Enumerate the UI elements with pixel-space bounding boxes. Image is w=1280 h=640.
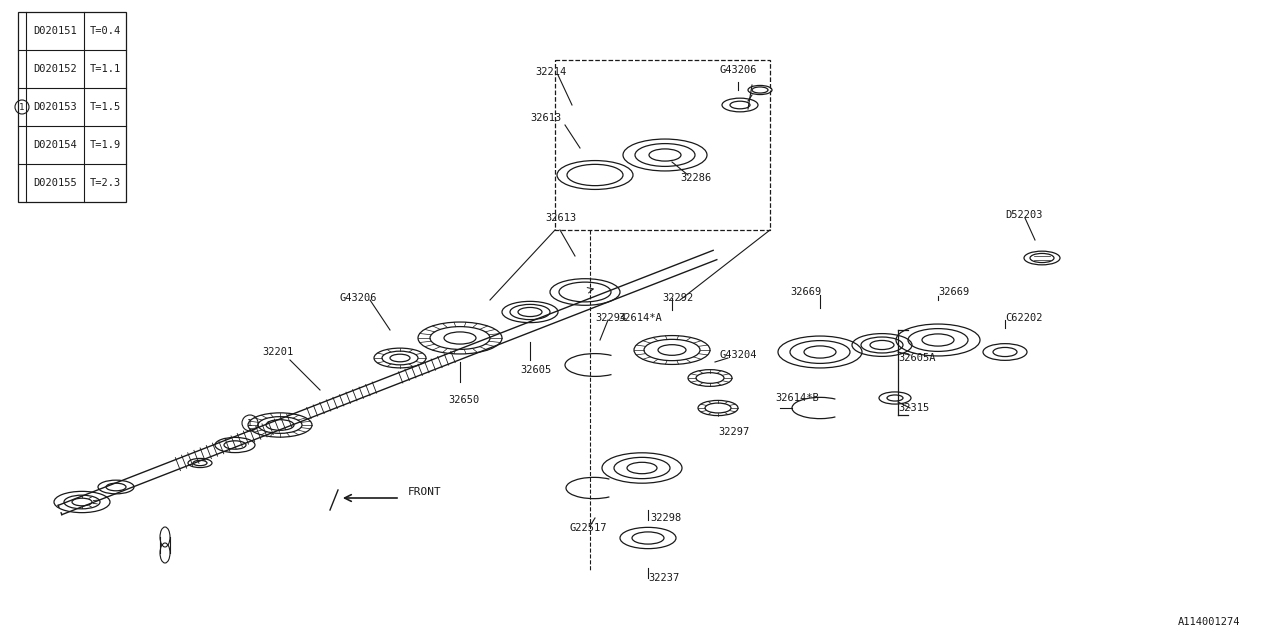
Text: T=0.4: T=0.4: [90, 26, 120, 36]
Text: 32605A: 32605A: [899, 353, 936, 363]
Text: T=2.3: T=2.3: [90, 178, 120, 188]
Text: 32669: 32669: [938, 287, 969, 297]
Text: 32286: 32286: [680, 173, 712, 183]
Text: 1: 1: [19, 102, 24, 111]
Text: D020154: D020154: [33, 140, 77, 150]
Text: C62202: C62202: [1005, 313, 1042, 323]
Text: D020153: D020153: [33, 102, 77, 112]
Text: G43206: G43206: [719, 65, 758, 75]
Text: 32237: 32237: [648, 573, 680, 583]
Text: 32292: 32292: [662, 293, 694, 303]
Text: 32613: 32613: [530, 113, 561, 123]
Text: D020155: D020155: [33, 178, 77, 188]
Text: 32294: 32294: [595, 313, 626, 323]
Text: A114001274: A114001274: [1178, 617, 1240, 627]
Text: D52203: D52203: [1005, 210, 1042, 220]
Bar: [556, 60, 771, 230]
Text: 32614*B: 32614*B: [774, 393, 819, 403]
Text: G43204: G43204: [719, 350, 758, 360]
Text: 32297: 32297: [718, 427, 749, 437]
Text: 32201: 32201: [262, 347, 293, 357]
Text: G22517: G22517: [570, 523, 608, 533]
Text: 32605: 32605: [520, 365, 552, 375]
Text: 32298: 32298: [650, 513, 681, 523]
Text: 32214: 32214: [535, 67, 566, 77]
Text: 32613: 32613: [545, 213, 576, 223]
Bar: [18, 12, 125, 202]
Text: 32315: 32315: [899, 403, 929, 413]
Text: T=1.1: T=1.1: [90, 64, 120, 74]
Text: 32669: 32669: [790, 287, 822, 297]
Text: FRONT: FRONT: [408, 487, 442, 497]
Text: T=1.9: T=1.9: [90, 140, 120, 150]
Text: G43206: G43206: [340, 293, 378, 303]
Text: T=1.5: T=1.5: [90, 102, 120, 112]
Text: D020152: D020152: [33, 64, 77, 74]
Text: 32614*A: 32614*A: [618, 313, 662, 323]
Text: 32650: 32650: [448, 395, 479, 405]
Text: 1: 1: [247, 419, 252, 428]
Text: D020151: D020151: [33, 26, 77, 36]
